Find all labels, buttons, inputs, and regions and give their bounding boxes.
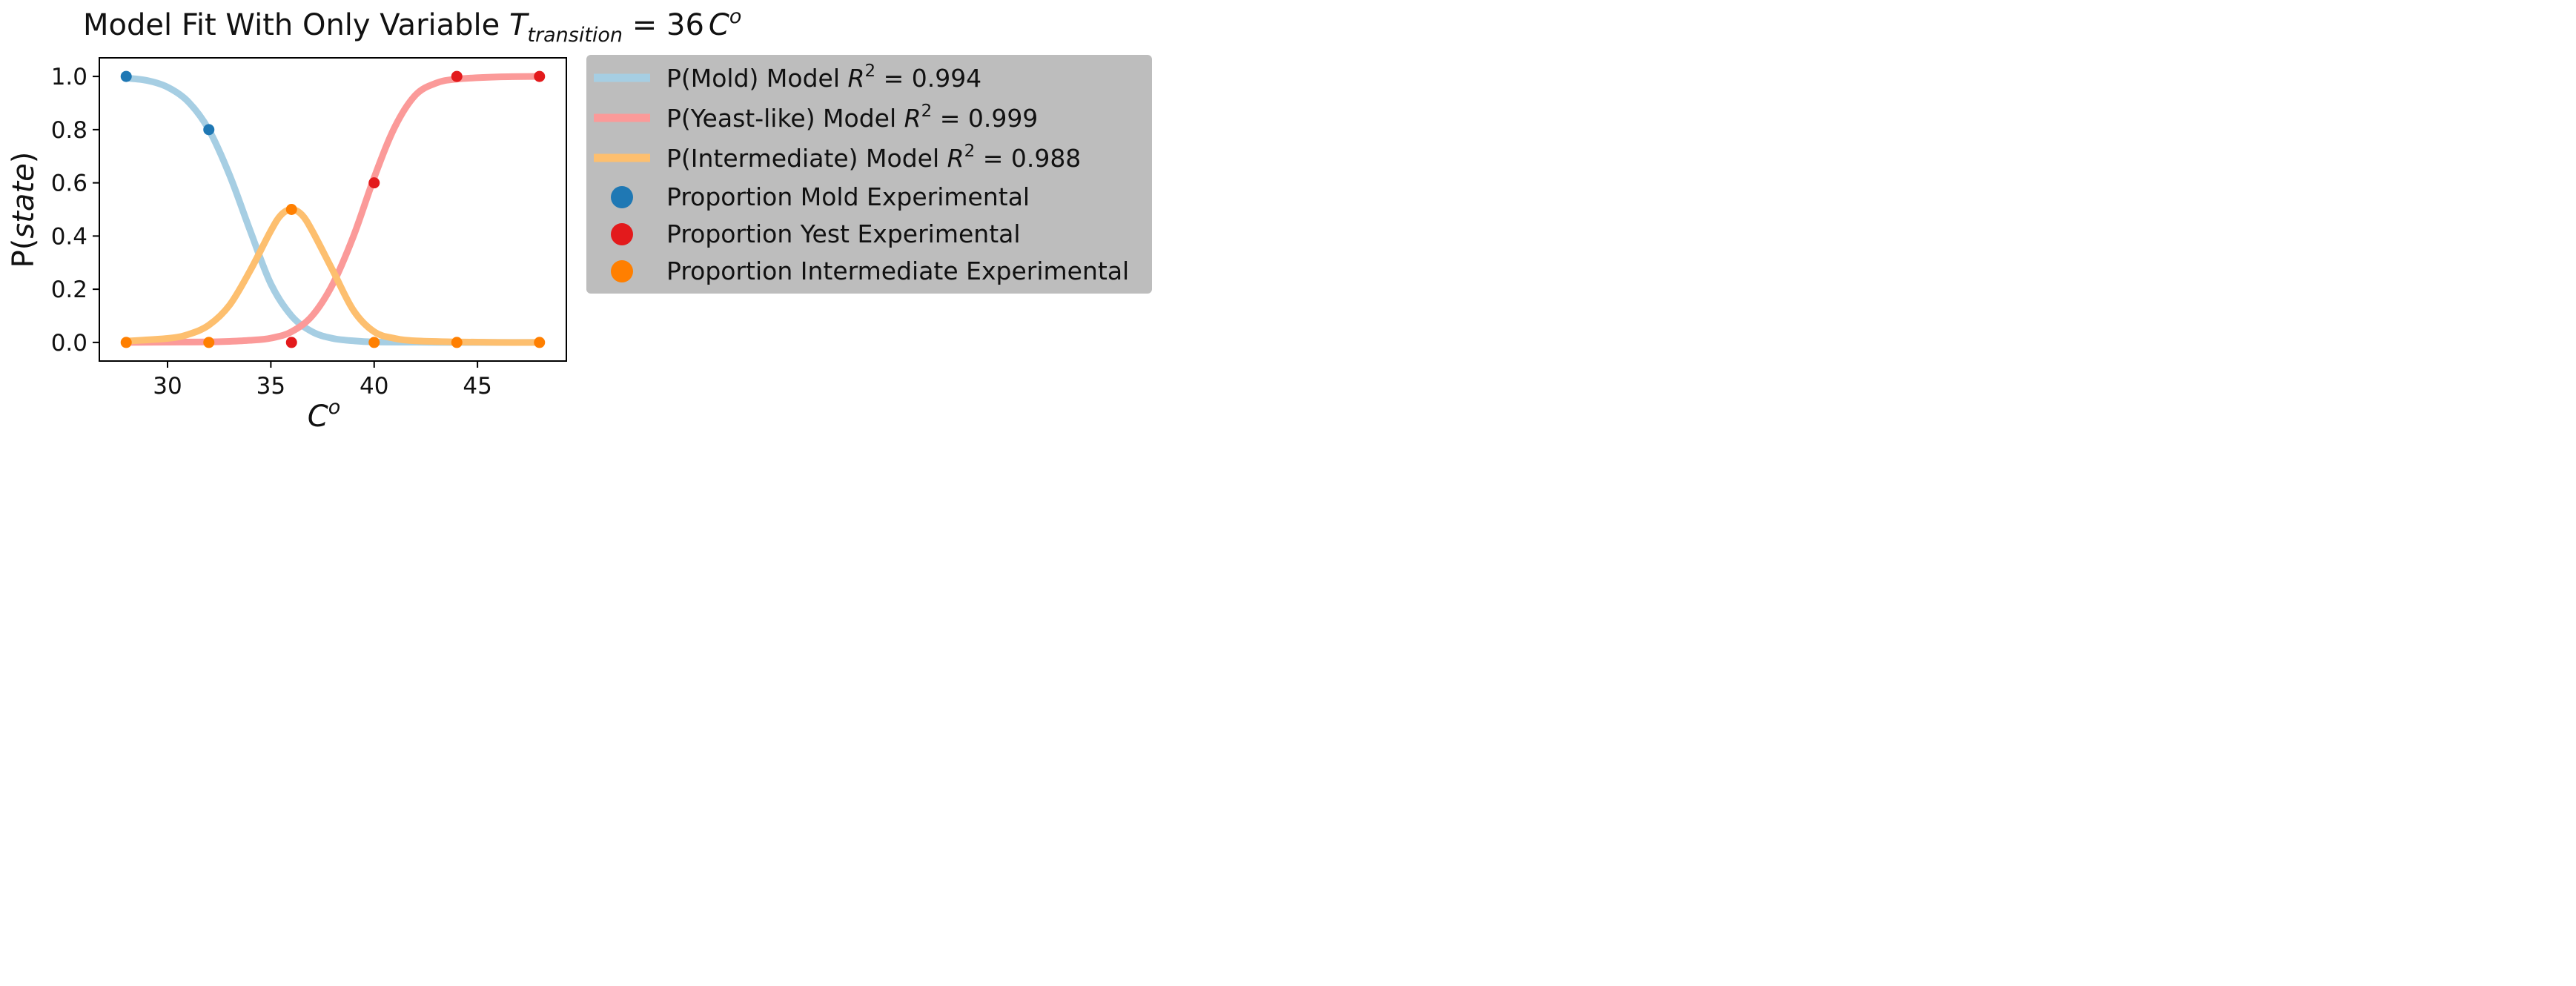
y-axis-label: P(state)	[7, 152, 41, 268]
x-tick-label: 40	[360, 373, 388, 400]
x-tick-label: 45	[463, 373, 491, 400]
y-tick-label: 0.2	[51, 277, 87, 303]
data-point-proportion-yest-experimental	[534, 70, 546, 82]
legend-label-intermediate-experimental: Proportion Intermediate Experimental	[666, 257, 1129, 285]
x-tick-label: 30	[153, 373, 182, 400]
data-point-proportion-yest-experimental	[285, 337, 297, 348]
model-line-p-mold-model	[122, 74, 543, 346]
data-point-proportion-yest-experimental	[368, 177, 380, 189]
legend-label-yeast-model: P(Yeast-like) Model R2 = 0.999	[666, 102, 1038, 133]
legend-marker-yeast-experimental	[611, 223, 633, 245]
data-point-proportion-intermediate-experimental	[285, 204, 297, 215]
legend-marker-intermediate-experimental	[611, 260, 633, 282]
legend: P(Mold) Model R2 = 0.994 P(Yeast-like) M…	[586, 55, 1152, 294]
data-point-proportion-yest-experimental	[451, 70, 463, 82]
x-axis-label: Co	[308, 396, 340, 434]
data-point-proportion-intermediate-experimental	[203, 337, 215, 348]
legend-label-yeast-experimental: Proportion Yest Experimental	[666, 219, 1021, 248]
y-tick-label: 0.0	[51, 330, 87, 357]
y-tick-label: 1.0	[51, 64, 87, 90]
model-line-p-intermediate-model	[122, 206, 543, 346]
chart-title: Model Fit With Only Variable Ttransition…	[83, 5, 741, 47]
data-point-proportion-intermediate-experimental	[368, 337, 380, 348]
x-tick-label: 35	[256, 373, 285, 400]
legend-label-mold-model: P(Mold) Model R2 = 0.994	[666, 62, 981, 93]
legend-label-mold-experimental: Proportion Mold Experimental	[666, 182, 1030, 211]
y-tick-label: 0.4	[51, 223, 87, 250]
data-point-proportion-mold-experimental	[120, 70, 132, 82]
legend-background	[586, 55, 1152, 294]
data-point-proportion-mold-experimental	[203, 124, 215, 136]
data-point-proportion-intermediate-experimental	[534, 337, 546, 348]
plot-frame	[99, 57, 567, 362]
legend-label-intermediate-model: P(Intermediate) Model R2 = 0.988	[666, 142, 1081, 173]
y-tick-label: 0.6	[51, 171, 87, 197]
y-tick-label: 0.8	[51, 117, 87, 144]
data-point-proportion-intermediate-experimental	[120, 337, 132, 348]
legend-marker-mold-experimental	[611, 186, 633, 208]
data-point-proportion-intermediate-experimental	[451, 337, 463, 348]
model-line-p-yeast-like-model	[122, 73, 543, 346]
chart: Model Fit With Only Variable Ttransition…	[7, 5, 1152, 434]
